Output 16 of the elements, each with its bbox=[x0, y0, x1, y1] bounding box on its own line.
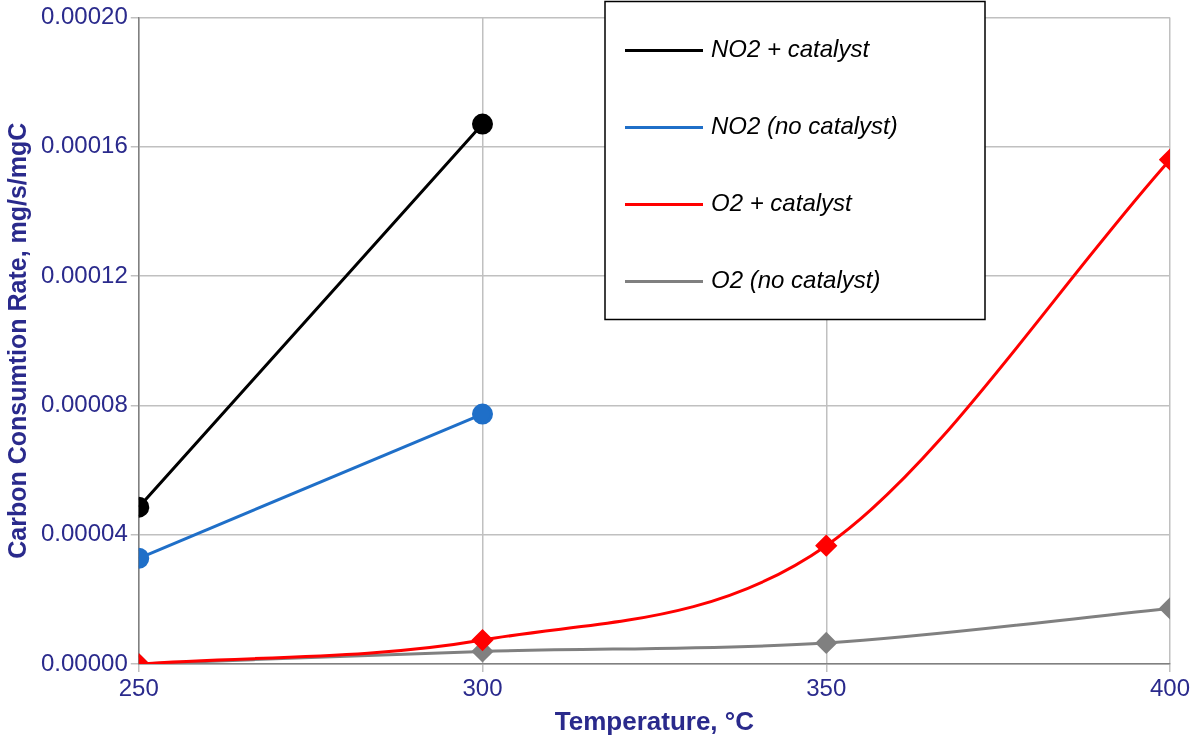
y-axis-title: Carbon Consumtion Rate, mg/s/mgC bbox=[2, 122, 31, 559]
y-tick-label: 0.00004 bbox=[40, 519, 128, 547]
legend-label: O2 (no catalyst) bbox=[711, 266, 881, 294]
x-tick-label: 350 bbox=[806, 674, 847, 702]
legend-label: NO2 (no catalyst) bbox=[711, 112, 898, 140]
x-axis-title: Temperature, °C bbox=[554, 705, 755, 736]
y-tick-label: 0.00000 bbox=[40, 648, 128, 676]
legend-label: NO2 + catalyst bbox=[711, 35, 871, 63]
y-tick-label: 0.00016 bbox=[40, 131, 128, 159]
x-tick-label: 400 bbox=[1149, 674, 1191, 702]
legend-label: O2 + catalyst bbox=[711, 189, 854, 217]
y-tick-label: 0.00008 bbox=[40, 389, 128, 417]
y-tick-label: 0.00012 bbox=[40, 260, 128, 288]
x-tick-label: 250 bbox=[118, 674, 159, 702]
y-tick-label: 0.00020 bbox=[40, 2, 128, 30]
x-tick-label: 300 bbox=[462, 674, 503, 702]
